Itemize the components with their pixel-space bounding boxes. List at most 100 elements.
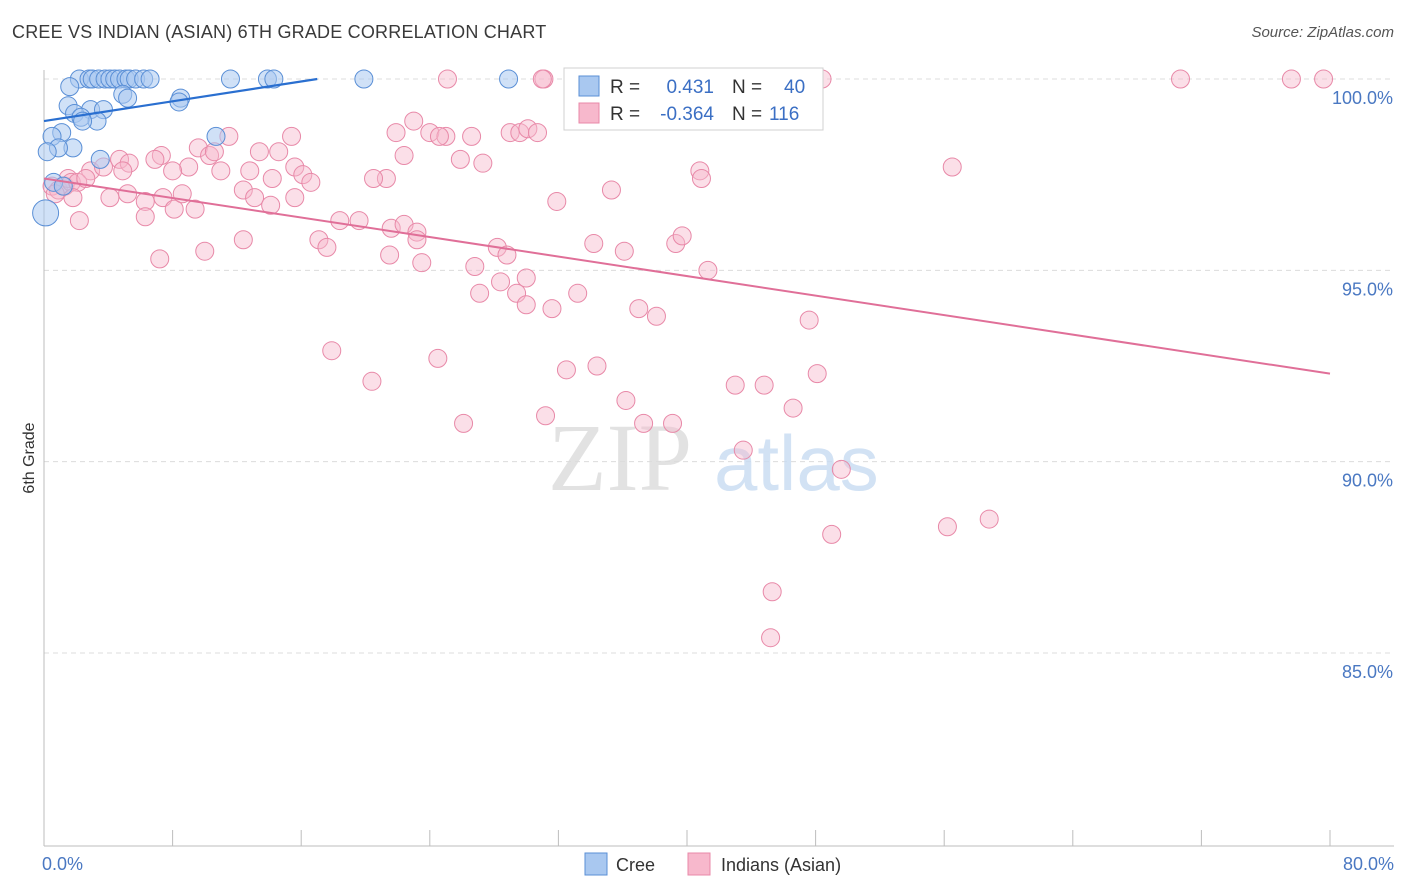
- indian-point-12: [462, 126, 482, 146]
- indian-point-18: [282, 126, 302, 146]
- cree-point-35: [37, 142, 57, 162]
- indian-point-65: [245, 188, 265, 208]
- indian-point-30: [145, 149, 165, 169]
- cree-point-13: [220, 69, 240, 89]
- watermark-atlas: atlas: [714, 419, 879, 507]
- legend-n-value-cree: 40: [784, 77, 805, 98]
- indian-point-121: [762, 582, 782, 602]
- indian-point-112: [536, 406, 556, 426]
- indian-point-61: [164, 199, 184, 219]
- indian-point-107: [807, 364, 827, 384]
- indian-point-88: [380, 245, 400, 265]
- indian-point-36: [240, 161, 260, 181]
- y-axis-label: 6th Grade: [21, 422, 38, 493]
- indian-point-63: [185, 199, 205, 219]
- indian-point-15: [518, 119, 538, 139]
- indian-point-41: [691, 168, 711, 188]
- indian-point-72: [135, 207, 155, 227]
- indian-point-104: [556, 360, 576, 380]
- indian-point-110: [616, 390, 636, 410]
- indian-point-91: [470, 283, 490, 303]
- indian-point-38: [293, 165, 313, 185]
- y-tick-label-1: 95.0%: [1342, 279, 1393, 299]
- indian-point-11: [429, 126, 449, 146]
- legend-swatch-cree: [578, 75, 600, 97]
- legend-n-value-indian: 116: [769, 104, 799, 125]
- cree-points: [32, 69, 519, 227]
- indian-point-86: [150, 249, 170, 269]
- indian-point-103: [428, 348, 448, 368]
- indian-point-114: [634, 413, 654, 433]
- indian-point-111: [783, 398, 803, 418]
- indian-points: [42, 69, 1334, 648]
- indian-point-64: [233, 180, 253, 200]
- indian-point-56: [76, 168, 96, 188]
- indian-point-113: [454, 413, 474, 433]
- cree-point-36: [90, 149, 110, 169]
- indian-point-89: [412, 253, 432, 273]
- cree-point-39: [32, 199, 60, 227]
- indian-point-95: [516, 295, 536, 315]
- indian-point-44: [364, 168, 384, 188]
- indian-point-34: [179, 157, 199, 177]
- indian-point-5: [1281, 69, 1301, 89]
- legend-r-value-indian: -0.364: [660, 104, 714, 125]
- indian-point-102: [322, 341, 342, 361]
- indian-point-66: [261, 195, 281, 215]
- indian-point-33: [113, 161, 133, 181]
- indian-trend-line: [43, 177, 1331, 375]
- indian-point-47: [601, 180, 621, 200]
- cree-point-17: [499, 69, 519, 89]
- bottom-legend-label-indian: Indians (Asian): [721, 855, 841, 875]
- indian-point-92: [491, 272, 511, 292]
- indian-point-58: [118, 184, 138, 204]
- indian-point-9: [420, 123, 440, 143]
- cree-trend-line: [43, 77, 318, 123]
- indian-point-26: [450, 149, 470, 169]
- indian-point-22: [249, 142, 269, 162]
- indian-point-93: [516, 268, 536, 288]
- indian-point-105: [587, 356, 607, 376]
- legend-r-label-indian: R =: [610, 104, 640, 125]
- indian-point-71: [69, 211, 89, 231]
- indian-point-120: [979, 509, 999, 529]
- indian-point-117: [831, 459, 851, 479]
- indian-point-83: [614, 241, 634, 261]
- indian-point-87: [195, 241, 215, 261]
- indian-point-68: [330, 211, 350, 231]
- indian-point-76: [233, 230, 253, 250]
- indian-point-101: [799, 310, 819, 330]
- cree-point-20: [118, 88, 138, 108]
- indian-point-27: [110, 149, 130, 169]
- indian-point-67: [285, 188, 305, 208]
- bottom-legend-swatch-cree: [584, 852, 608, 876]
- indian-point-25: [473, 153, 493, 173]
- indian-point-82: [584, 234, 604, 254]
- watermark-zip: ZIP: [548, 404, 692, 511]
- cree-point-32: [206, 126, 226, 146]
- y-tick-labels: 100.0% 95.0% 90.0% 85.0%: [1332, 88, 1393, 682]
- indian-point-122: [761, 628, 781, 648]
- indian-point-7: [404, 111, 424, 131]
- series-legend: Cree Indians (Asian): [584, 852, 841, 876]
- indian-point-24: [394, 146, 414, 166]
- indian-point-19: [188, 138, 208, 158]
- indian-point-57: [100, 188, 120, 208]
- cree-point-16: [354, 69, 374, 89]
- indian-point-0: [437, 69, 457, 89]
- legend-n-label-indian: N =: [732, 104, 762, 125]
- indian-point-29: [119, 153, 139, 173]
- y-tick-label-2: 90.0%: [1342, 471, 1393, 491]
- indian-point-109: [754, 375, 774, 395]
- indian-point-78: [317, 237, 337, 257]
- indian-point-40: [690, 161, 710, 181]
- cree-point-15: [264, 69, 284, 89]
- indian-point-6: [1314, 69, 1334, 89]
- indian-point-8: [386, 123, 406, 143]
- legend-r-label-cree: R =: [610, 77, 640, 98]
- indian-point-37: [285, 157, 305, 177]
- y-tick-label-3: 85.0%: [1342, 662, 1393, 682]
- legend-box: [563, 67, 824, 131]
- legend-swatch-indian: [578, 102, 600, 124]
